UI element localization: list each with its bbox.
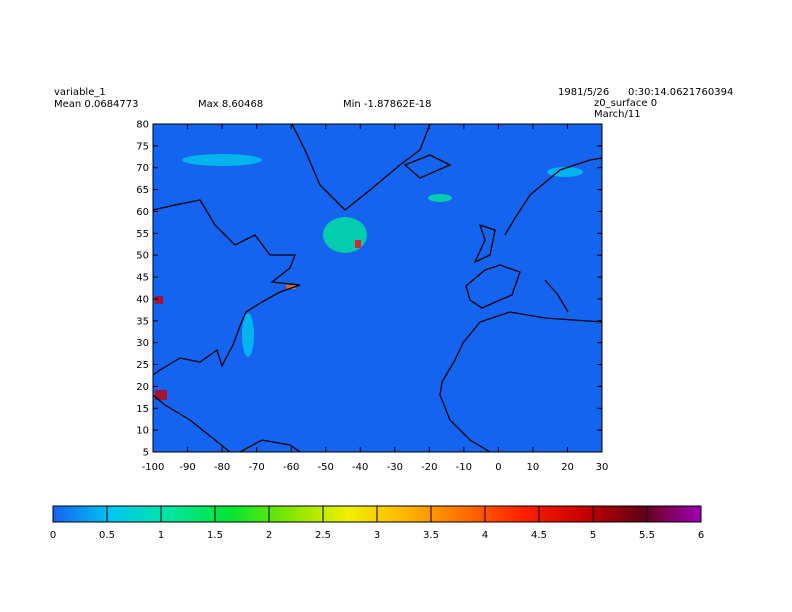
y-tick-label: 70	[136, 163, 149, 174]
field-features	[155, 154, 583, 400]
y-tick-label: 20	[136, 382, 149, 393]
x-tick-label: 10	[527, 462, 540, 473]
map-frame	[152, 123, 603, 453]
x-tick-label: 20	[561, 462, 574, 473]
colorbar-tick-label: 2	[266, 530, 272, 541]
x-tick-label: -100	[142, 462, 165, 473]
y-tick-label: 25	[136, 360, 149, 371]
colorbar-tick-label: 1	[158, 530, 164, 541]
colorbar-tick-label: 4.5	[531, 530, 547, 541]
y-tick-label: 15	[136, 404, 149, 415]
x-tick-label: 30	[596, 462, 609, 473]
y-tick-label: 55	[136, 229, 149, 240]
x-tick-label: -90	[179, 462, 195, 473]
coastlines	[152, 123, 603, 453]
y-tick-label: 65	[136, 185, 149, 196]
colorbar-tick-label: 4	[482, 530, 488, 541]
x-tick-label: -30	[387, 462, 403, 473]
y-tick-label: 5	[143, 448, 149, 459]
x-tick-label: -10	[456, 462, 472, 473]
colorbar-tick-label: 0	[50, 530, 56, 541]
time: 0:30:14.0621760394	[628, 87, 733, 98]
colorbar-tick-label: 2.5	[315, 530, 331, 541]
x-tick-label: -70	[248, 462, 264, 473]
colorbar-tick-label: 0.5	[99, 530, 115, 541]
x-tick-label: -40	[352, 462, 368, 473]
y-tick-label: 80	[136, 120, 149, 131]
map-field	[153, 124, 602, 452]
colorbar-tick-label: 3	[374, 530, 380, 541]
x-tick-label: -20	[421, 462, 437, 473]
colorbar-tick-label: 1.5	[207, 530, 223, 541]
min-stat: Min -1.87862E-18	[343, 99, 432, 110]
mean-stat: Mean 0.0684773	[54, 99, 139, 110]
x-tick-label: -50	[318, 462, 334, 473]
x-tick-label: 0	[495, 462, 501, 473]
colorbar-tick-label: 5.5	[639, 530, 655, 541]
forecast: March/11	[594, 109, 641, 120]
variable-name: variable_1	[54, 87, 106, 98]
colorbar-tick-label: 3.5	[423, 530, 439, 541]
y-tick-label: 30	[136, 338, 149, 349]
y-tick-label: 50	[136, 251, 149, 262]
colorbar-tick-label: 5	[590, 530, 596, 541]
max-stat: Max 8.60468	[198, 99, 263, 110]
y-tick-label: 75	[136, 141, 149, 152]
date: 1981/5/26	[558, 87, 609, 98]
x-tick-label: -80	[214, 462, 230, 473]
y-tick-label: 10	[136, 426, 149, 437]
y-tick-label: 45	[136, 273, 149, 284]
y-tick-label: 35	[136, 316, 149, 327]
level: z0_surface 0	[594, 98, 657, 109]
x-tick-label: -60	[283, 462, 299, 473]
y-tick-label: 60	[136, 207, 149, 218]
y-tick-label: 40	[136, 294, 149, 305]
colorbar-tick-label: 6	[698, 530, 704, 541]
